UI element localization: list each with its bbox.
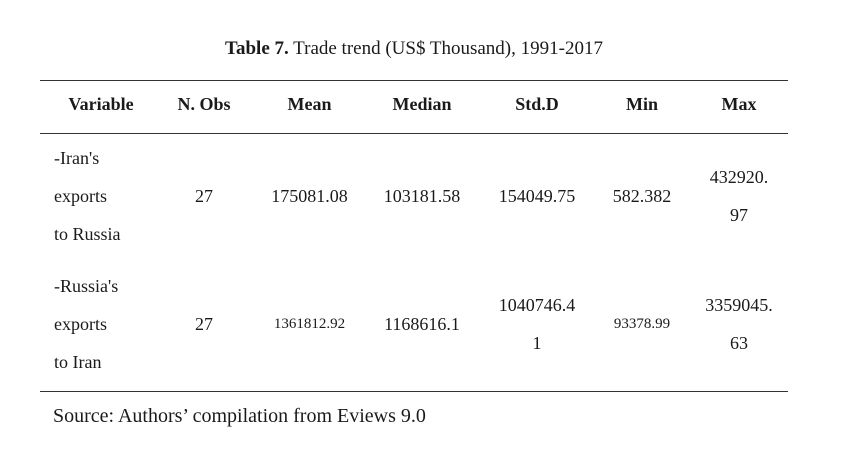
row-variable: -Iran's exports to Russia [54,148,121,244]
row-median: 103181.58 [383,186,461,206]
source-note: Source: Authors’ compilation from Eviews… [53,405,426,427]
row-n-obs: 27 [195,314,213,334]
row-min: 93378.99 [613,316,671,332]
table-top-rule [40,80,788,81]
table-header-rule [40,133,788,134]
table-caption: Table 7. Trade trend (US$ Thousand), 199… [0,36,828,62]
row-median: 1168616.1 [384,314,460,334]
header-n-obs: N. Obs [177,94,231,114]
header-variable: Variable [68,94,134,114]
header-max: Max [721,94,757,114]
header-mean: Mean [287,94,332,114]
header-median: Median [392,94,452,114]
row-variable: -Russia's exports to Iran [54,276,119,372]
row-max: 432920. 97 [709,167,769,225]
row-std-d: 1040746.4 1 [498,295,576,353]
row-min: 582.382 [612,186,672,206]
table-bottom-rule [40,391,788,392]
row-max: 3359045. 63 [705,295,773,353]
row-n-obs: 27 [195,186,213,206]
row-mean: 175081.08 [271,186,348,206]
row-std-d: 154049.75 [498,186,576,206]
table-title: Trade trend (US$ Thousand), 1991-2017 [288,38,603,59]
table-number: Table 7. [225,38,289,59]
row-mean: 1361812.92 [273,316,346,332]
header-std-d: Std.D [515,94,559,114]
header-min: Min [625,94,658,114]
